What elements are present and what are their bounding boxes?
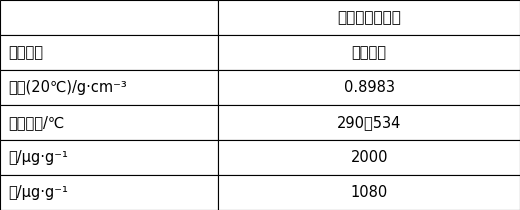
Text: 原料来源: 原料来源 <box>8 45 43 60</box>
Bar <box>0 0 218 35</box>
Bar <box>0 70 218 105</box>
Bar <box>218 175 520 210</box>
Bar <box>218 140 520 175</box>
Bar <box>0 105 218 140</box>
Bar <box>0 35 218 70</box>
Bar <box>218 35 520 70</box>
Text: 氮/μg·g⁻¹: 氮/μg·g⁻¹ <box>8 185 68 200</box>
Text: 馏程范围/℃: 馏程范围/℃ <box>8 115 64 130</box>
Text: 2000: 2000 <box>350 150 388 165</box>
Text: 减压蜡油: 减压蜡油 <box>352 45 387 60</box>
Text: 0.8983: 0.8983 <box>344 80 395 95</box>
Bar <box>218 0 520 35</box>
Text: 硯/μg·g⁻¹: 硯/μg·g⁻¹ <box>8 150 68 165</box>
Bar <box>218 70 520 105</box>
Bar <box>0 140 218 175</box>
Text: 密度(20℃)/g·cm⁻³: 密度(20℃)/g·cm⁻³ <box>8 80 126 95</box>
Text: 1080: 1080 <box>350 185 388 200</box>
Text: 290～534: 290～534 <box>337 115 401 130</box>
Bar <box>218 105 520 140</box>
Bar <box>0 175 218 210</box>
Text: 实施例与比较例: 实施例与比较例 <box>337 10 401 25</box>
